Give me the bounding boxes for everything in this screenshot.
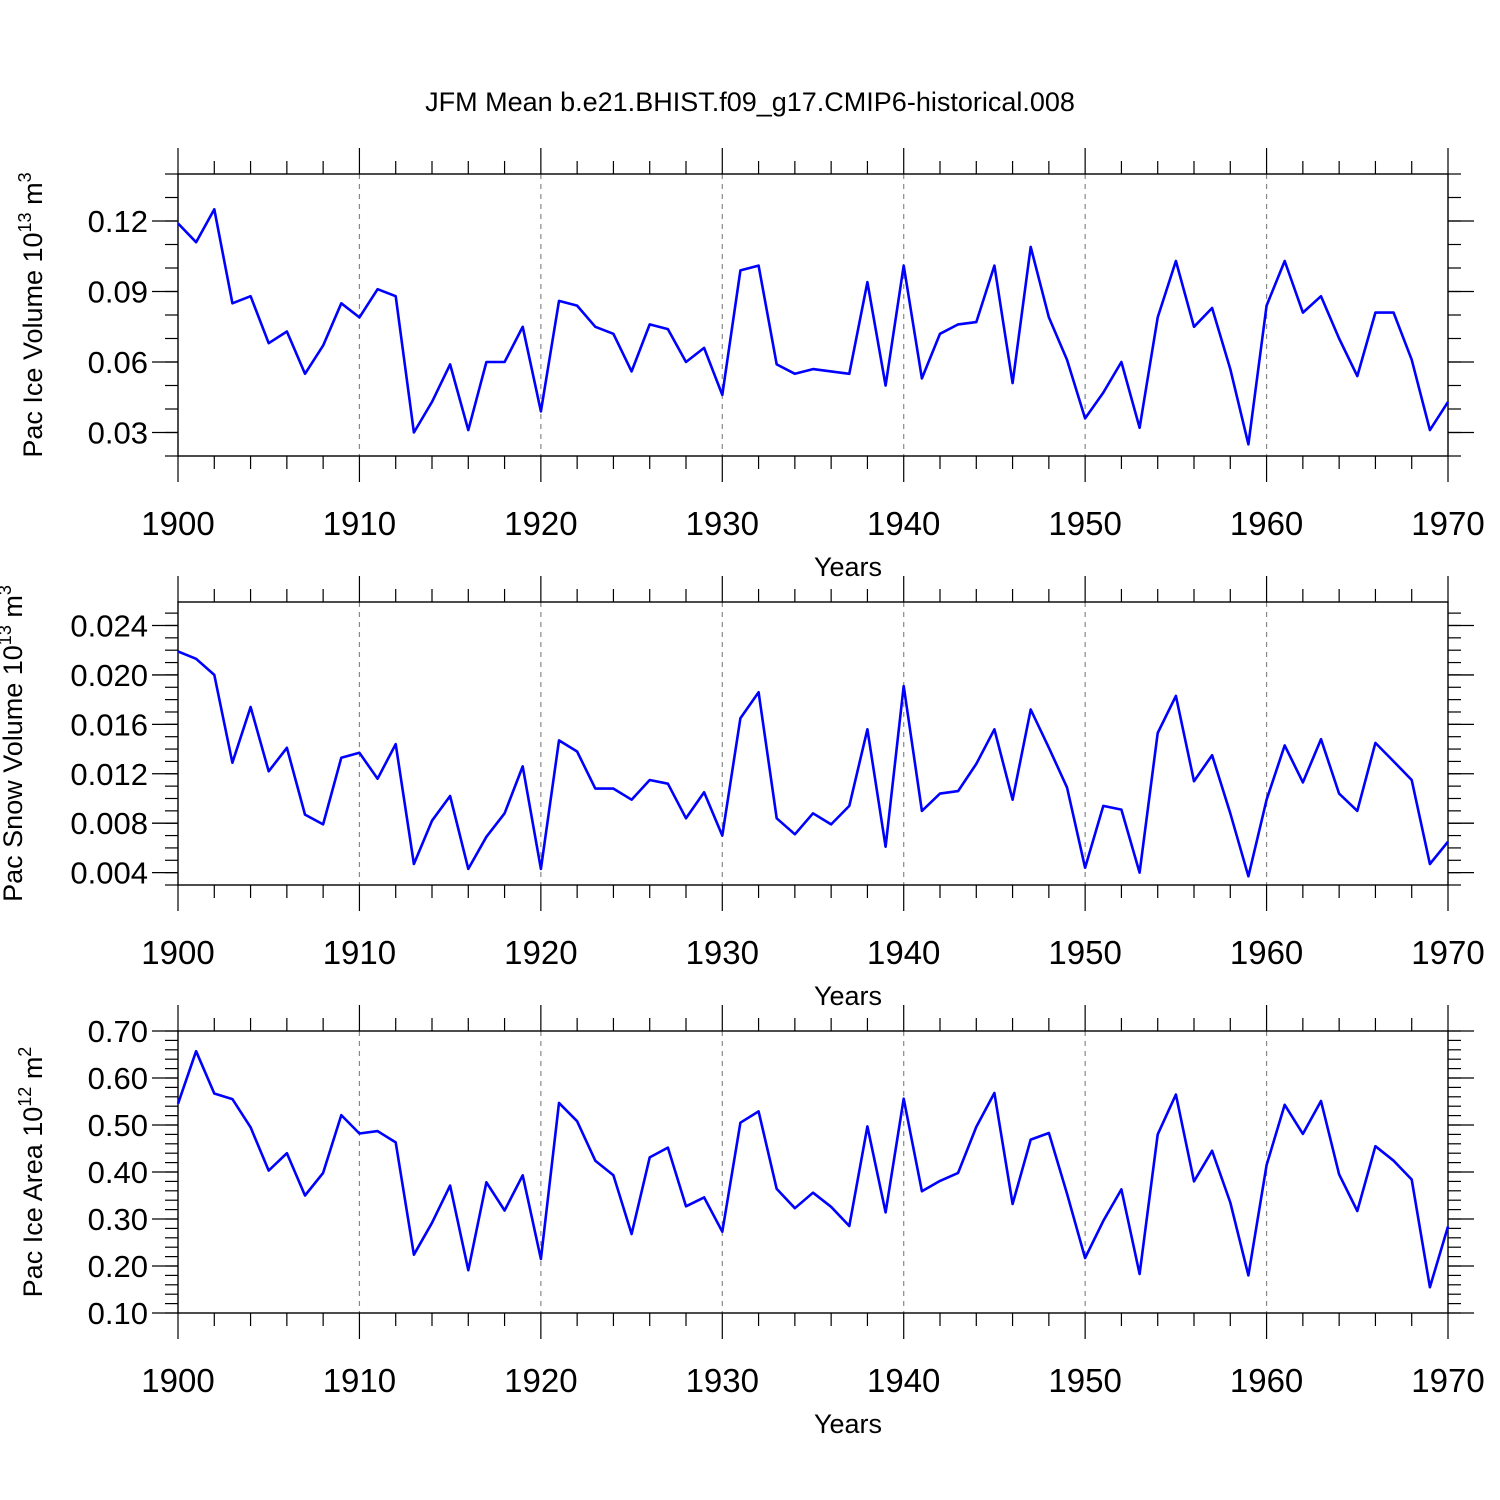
y-axis-label-superscript: 3 — [0, 585, 15, 595]
series-line — [176, 1049, 1450, 1289]
x-tick-label: 1960 — [1230, 505, 1303, 542]
x-tick-label: 1910 — [323, 934, 396, 971]
x-tick-label: 1950 — [1048, 934, 1121, 971]
y-tick-label: 0.008 — [70, 806, 148, 841]
y-tick-label: 0.016 — [70, 707, 148, 742]
y-tick-label: 0.12 — [88, 204, 148, 239]
chart-panel-1: 0.03 0.06 0.09 0.12 1900 1910 1920 1930 1940 1950… — [15, 148, 1485, 582]
x-tick-label: 1960 — [1230, 934, 1303, 971]
x-tick-label: 1940 — [867, 934, 940, 971]
y-axis-label: Pac Snow Volume 1013 m3 — [0, 585, 28, 902]
y-axis-label-text: m — [18, 1057, 48, 1087]
x-tick-label: 1950 — [1048, 505, 1121, 542]
y-axis-label-superscript: 12 — [15, 1087, 35, 1107]
series-line — [177, 208, 1450, 446]
y-tick-label: 0.20 — [88, 1249, 148, 1284]
y-axis-label-text: Pac Ice Area 10 — [18, 1107, 48, 1298]
y-axis-label-superscript: 13 — [15, 212, 35, 232]
y-tick-label: 0.30 — [88, 1202, 148, 1237]
x-tick-label: 1920 — [504, 1362, 577, 1399]
x-tick-label: 1940 — [867, 1362, 940, 1399]
series-line — [177, 650, 1450, 878]
y-axis-label: Pac Ice Area 1012 m2 — [15, 1047, 48, 1298]
x-axis-label: Years — [814, 552, 882, 582]
y-axis-label-text: m — [0, 595, 28, 625]
y-tick-label: 0.06 — [88, 345, 148, 380]
x-tick-label: 1900 — [141, 934, 214, 971]
y-tick-label: 0.03 — [88, 416, 148, 451]
y-tick-label: 0.40 — [88, 1155, 148, 1190]
x-axis-label: Years — [814, 1409, 882, 1439]
y-axis-label-superscript: 3 — [15, 172, 35, 182]
y-axis-label-text: Pac Snow Volume 10 — [0, 645, 28, 902]
y-axis-label: Pac Ice Volume 1013 m3 — [15, 172, 48, 457]
y-tick-label: 0.024 — [70, 608, 148, 643]
y-axis-label-superscript: 13 — [0, 625, 15, 645]
chart-panel-2: 0.004 0.008 0.012 0.016 0.020 0.024 1900 1910 19… — [0, 576, 1485, 1011]
x-tick-label: 1900 — [141, 505, 214, 542]
x-tick-label: 1970 — [1411, 505, 1484, 542]
x-tick-label: 1930 — [686, 505, 759, 542]
y-tick-label: 0.09 — [88, 275, 148, 310]
plot-frame — [177, 601, 1449, 886]
y-tick-label: 0.70 — [88, 1014, 148, 1049]
y-tick-label: 0.50 — [88, 1108, 148, 1143]
x-tick-label: 1950 — [1048, 1362, 1121, 1399]
y-tick-label: 0.60 — [88, 1061, 148, 1096]
y-tick-label: 0.004 — [70, 856, 148, 891]
y-tick-label: 0.10 — [88, 1296, 148, 1331]
x-axis-label: Years — [814, 981, 882, 1011]
x-tick-label: 1910 — [323, 505, 396, 542]
x-tick-label: 1940 — [867, 505, 940, 542]
y-tick-label: 0.020 — [70, 658, 148, 693]
x-tick-label: 1900 — [141, 1362, 214, 1399]
y-axis-label-superscript: 2 — [15, 1047, 35, 1057]
y-axis-label-text: m — [18, 182, 48, 212]
panels: 0.03 0.06 0.09 0.12 1900 1910 1920 1930 1940 1950… — [0, 148, 1485, 1439]
chart-panel-3: 0.10 0.20 0.30 0.40 0.50 0.60 0.70 1900 1910 1920… — [15, 1005, 1485, 1439]
x-tick-label: 1970 — [1411, 934, 1484, 971]
x-tick-label: 1960 — [1230, 1362, 1303, 1399]
x-tick-label: 1930 — [686, 1362, 759, 1399]
x-tick-label: 1920 — [504, 934, 577, 971]
x-tick-label: 1910 — [323, 1362, 396, 1399]
x-tick-label: 1930 — [686, 934, 759, 971]
figure-title: JFM Mean b.e21.BHIST.f09_g17.CMIP6-histo… — [425, 87, 1075, 117]
x-tick-label: 1920 — [504, 505, 577, 542]
y-axis-label-text: Pac Ice Volume 10 — [18, 232, 48, 457]
x-tick-label: 1970 — [1411, 1362, 1484, 1399]
y-tick-label: 0.012 — [70, 757, 148, 792]
